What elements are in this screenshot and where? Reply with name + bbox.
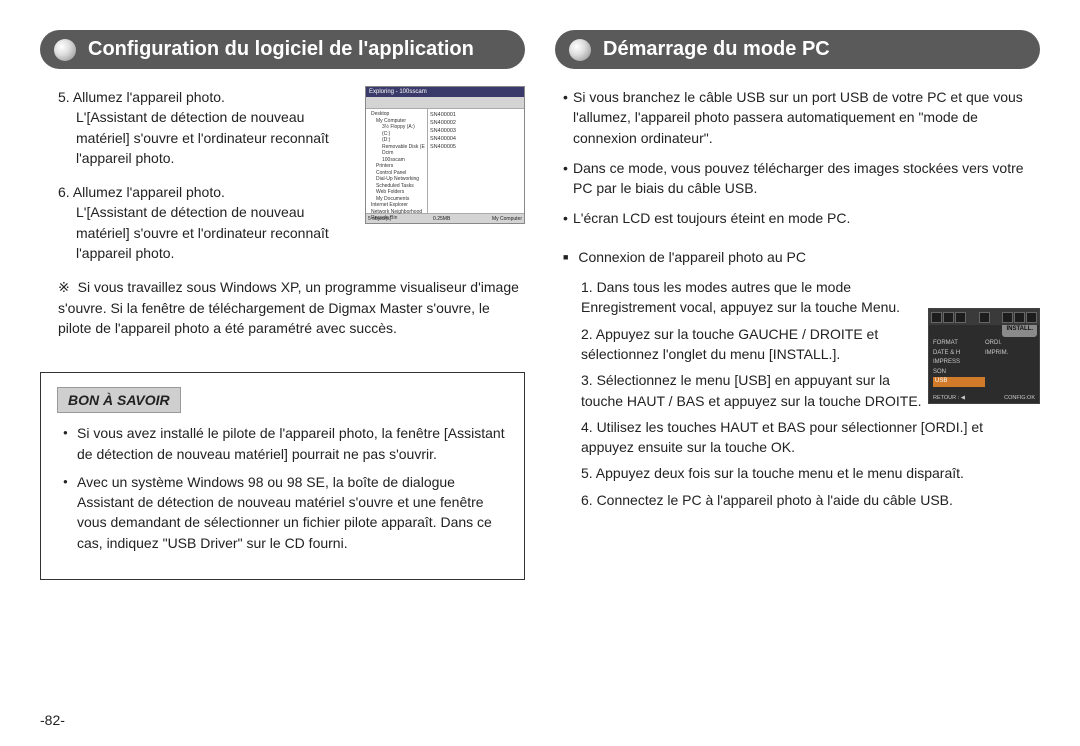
connection-subheading-text: Connexion de l'appareil photo au PC bbox=[578, 249, 806, 265]
camera-mode-icon bbox=[943, 312, 954, 323]
step6-line2: L'[Assistant de détection de nouveau mat… bbox=[58, 202, 340, 263]
tip-box: BON À SAVOIR Si vous avez installé le pi… bbox=[40, 372, 525, 580]
file-row: SN400002 bbox=[430, 119, 522, 127]
step-item: 6. Connectez le PC à l'appareil photo à … bbox=[581, 490, 1035, 510]
step5-line2: L'[Assistant de détection de nouveau mat… bbox=[58, 107, 340, 168]
step-item: 5. Appuyez deux fois sur la touche menu … bbox=[581, 463, 1035, 483]
xp-note: ※ Si vous travaillez sous Windows XP, un… bbox=[40, 277, 525, 338]
left-column: Configuration du logiciel de l'applicati… bbox=[40, 30, 525, 726]
explorer-statusbar: 5 object(s) 0.25MB My Computer bbox=[366, 213, 524, 223]
camera-mode-icon bbox=[955, 312, 966, 323]
camera-mode-icon bbox=[931, 312, 942, 323]
step-item: 2. Appuyez sur la touche GAUCHE / DROITE… bbox=[581, 324, 925, 365]
note-star-icon: ※ bbox=[58, 279, 70, 295]
camera-lcd-screenshot: INSTALL. FORMATORDI. DATE & HIMPRIM. IMP… bbox=[928, 308, 1040, 404]
step-item: 3. Sélectionnez le menu [USB] en appuyan… bbox=[581, 370, 925, 411]
menu-value bbox=[985, 358, 1035, 368]
step-item: 4. Utilisez les touches HAUT et BAS pour… bbox=[581, 417, 1035, 458]
camera-lcd-footer: RETOUR : ◀ CONFIG:OK bbox=[933, 395, 1035, 401]
camera-footer-right: CONFIG:OK bbox=[1004, 395, 1035, 401]
menu-value: ORDI. bbox=[985, 339, 1035, 349]
camera-lcd-tab: INSTALL. bbox=[1002, 325, 1037, 337]
camera-mode-icon bbox=[1026, 312, 1037, 323]
status-left: 5 object(s) bbox=[368, 214, 391, 223]
explorer-tree: Desktop My Computer 3½ Floppy (A:) (C:) … bbox=[366, 109, 428, 213]
connection-steps-wide: 4. Utilisez les touches HAUT et BAS pour… bbox=[555, 417, 1035, 510]
xp-note-text: Si vous travaillez sous Windows XP, un p… bbox=[58, 279, 519, 336]
menu-value: IMPRIM. bbox=[985, 349, 1035, 359]
bullet-item: Dans ce mode, vous pouvez télécharger de… bbox=[563, 158, 1040, 199]
tip-title: BON À SAVOIR bbox=[57, 387, 181, 413]
camera-mode-icon bbox=[979, 312, 990, 323]
menu-label: FORMAT bbox=[933, 339, 985, 349]
connection-steps-narrow: 1. Dans tous les modes autres que le mod… bbox=[555, 277, 925, 411]
step-6: 6. Allumez l'appareil photo. L'[Assistan… bbox=[40, 182, 340, 263]
right-heading-text: Démarrage du mode PC bbox=[603, 38, 830, 60]
tree-item: Dial-Up Networking bbox=[368, 176, 425, 183]
left-heading-text: Configuration du logiciel de l'applicati… bbox=[88, 38, 474, 60]
camera-footer-left: RETOUR : ◀ bbox=[933, 395, 965, 401]
menu-label: IMPRESS bbox=[933, 358, 985, 368]
menu-label: DATE & H bbox=[933, 349, 985, 359]
left-heading-pill: Configuration du logiciel de l'applicati… bbox=[40, 30, 525, 69]
connection-subheading: Connexion de l'appareil photo au PC bbox=[555, 247, 1040, 267]
right-column: Démarrage du mode PC Si vous branchez le… bbox=[555, 30, 1040, 726]
tip-item: Avec un système Windows 98 ou 98 SE, la … bbox=[63, 472, 508, 553]
menu-value bbox=[985, 368, 1035, 378]
file-row: SN400005 bbox=[430, 143, 522, 151]
status-center: 0.25MB bbox=[433, 214, 450, 223]
step5-line1: Allumez l'appareil photo. bbox=[73, 89, 225, 105]
menu-label: SON bbox=[933, 368, 985, 378]
explorer-screenshot: Exploring - 100sscam Desktop My Computer… bbox=[365, 86, 525, 224]
step6-line1: Allumez l'appareil photo. bbox=[73, 184, 225, 200]
camera-mode-icon bbox=[1002, 312, 1013, 323]
step-5: 5. Allumez l'appareil photo. L'[Assistan… bbox=[40, 87, 340, 168]
bullet-item: Si vous branchez le câble USB sur un por… bbox=[563, 87, 1040, 148]
file-row: SN400003 bbox=[430, 127, 522, 135]
explorer-toolbar bbox=[366, 97, 524, 109]
file-row: SN400001 bbox=[430, 111, 522, 119]
camera-lcd-menu: FORMATORDI. DATE & HIMPRIM. IMPRESS SON … bbox=[929, 337, 1039, 389]
explorer-titlebar: Exploring - 100sscam bbox=[366, 87, 524, 97]
step5-number: 5. bbox=[58, 89, 70, 105]
bullet-item: L'écran LCD est toujours éteint en mode … bbox=[563, 208, 1040, 228]
page-number: -82- bbox=[40, 712, 65, 728]
tip-item: Si vous avez installé le pilote de l'app… bbox=[63, 423, 508, 464]
step6-number: 6. bbox=[58, 184, 70, 200]
menu-label-selected: USB bbox=[933, 377, 985, 387]
status-right: My Computer bbox=[492, 214, 522, 223]
menu-value bbox=[985, 377, 1035, 387]
step-item: 1. Dans tous les modes autres que le mod… bbox=[581, 277, 925, 318]
right-intro-bullets: Si vous branchez le câble USB sur un por… bbox=[555, 87, 1040, 229]
right-heading-pill: Démarrage du mode PC bbox=[555, 30, 1040, 69]
explorer-filelist: SN400001 SN400002 SN400003 SN400004 SN40… bbox=[428, 109, 524, 213]
camera-lcd-topbar bbox=[929, 309, 1039, 325]
file-row: SN400004 bbox=[430, 135, 522, 143]
camera-mode-icon bbox=[1014, 312, 1025, 323]
